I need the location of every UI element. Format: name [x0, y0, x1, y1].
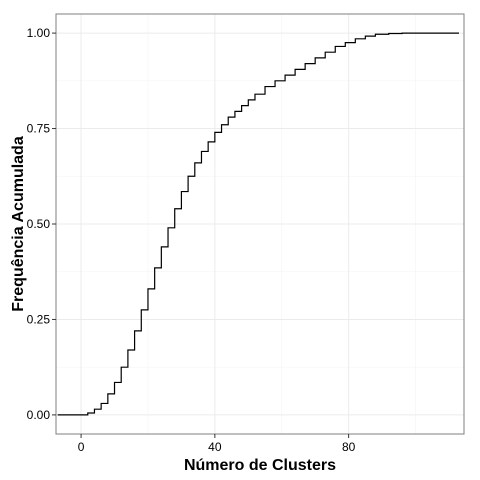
x-axis-title: Número de Clusters	[184, 457, 336, 474]
grid-layer	[56, 14, 464, 434]
y-tick-label: 0.50	[27, 217, 51, 231]
ecdf-step-line	[57, 32, 459, 416]
series-layer	[57, 32, 459, 416]
y-axis-title: Frequência Acumulada	[10, 136, 27, 312]
x-tick-label: 40	[208, 440, 222, 454]
x-tick-label: 0	[78, 440, 85, 454]
axis-layer: 0 40 80 0.00 0.25 0.50 0.75 1.00	[27, 26, 356, 454]
x-tick-label: 80	[342, 440, 356, 454]
y-tick-label: 0.00	[27, 408, 51, 422]
y-tick-label: 0.25	[27, 312, 51, 326]
y-tick-label: 0.75	[27, 122, 51, 136]
y-tick-label: 1.00	[27, 26, 51, 40]
